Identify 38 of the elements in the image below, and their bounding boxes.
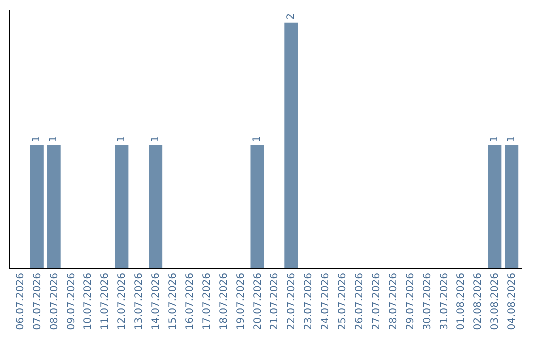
x-tick-label: 13.07.2026 [134, 273, 146, 330]
x-tick-label: 11.07.2026 [100, 273, 112, 330]
x-tick-label: 06.07.2026 [15, 273, 26, 330]
x-tick-label: 29.07.2026 [405, 273, 416, 330]
x-tick-label: 01.08.2026 [456, 273, 468, 330]
x-tick-label: 12.07.2026 [117, 273, 128, 330]
x-tick-label: 21.07.2026 [270, 273, 281, 330]
x-tick-label: 31.07.2026 [439, 273, 450, 330]
x-tick-label: 30.07.2026 [422, 273, 434, 330]
x-tick-label: 24.07.2026 [320, 273, 332, 330]
x-tick-label: 02.08.2026 [473, 273, 484, 330]
x-tick-label: 16.07.2026 [184, 273, 196, 330]
data-label: 1 [489, 136, 500, 142]
data-label: 1 [506, 136, 518, 142]
data-label: 1 [150, 136, 162, 142]
data-label: 1 [252, 136, 264, 142]
x-tick-label: 20.07.2026 [252, 273, 264, 330]
x-tick-label: 09.07.2026 [66, 273, 78, 330]
x-tick-label: 22.07.2026 [286, 273, 298, 330]
x-tick-label: 17.07.2026 [202, 273, 213, 330]
x-tick-label: 14.07.2026 [151, 273, 162, 330]
x-tick-label: 26.07.2026 [354, 273, 366, 330]
x-tick-label: 27.07.2026 [371, 273, 382, 330]
data-label: 1 [32, 136, 43, 142]
x-tick-label: 23.07.2026 [304, 273, 315, 330]
data-label: 2 [286, 14, 297, 20]
x-tick-label: 03.08.2026 [490, 273, 502, 330]
x-tick-label: 28.07.2026 [388, 273, 400, 330]
x-tick-label: 04.08.2026 [507, 273, 518, 330]
x-tick-label: 07.07.2026 [32, 273, 44, 330]
x-tick-label: 19.07.2026 [236, 273, 247, 330]
x-tick-label: 08.07.2026 [49, 273, 60, 330]
x-tick-label: 15.07.2026 [168, 273, 179, 330]
x-tick-label: 25.07.2026 [338, 273, 349, 330]
x-tick-label: 10.07.2026 [83, 273, 94, 330]
data-label: 1 [48, 136, 60, 142]
x-tick-label: 18.07.2026 [218, 273, 230, 330]
data-label: 1 [116, 136, 128, 142]
